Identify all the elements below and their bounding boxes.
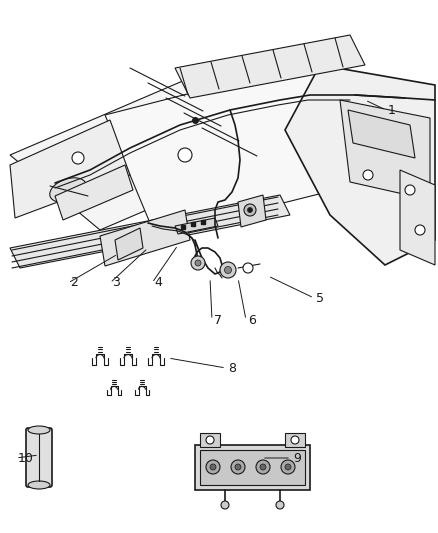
Circle shape: [285, 464, 291, 470]
Bar: [200, 450, 305, 485]
Circle shape: [405, 185, 415, 195]
Polygon shape: [10, 65, 310, 230]
Polygon shape: [100, 210, 190, 266]
Circle shape: [243, 263, 253, 273]
Circle shape: [178, 148, 192, 162]
Polygon shape: [285, 65, 435, 265]
FancyBboxPatch shape: [26, 428, 52, 487]
Circle shape: [206, 436, 214, 444]
Circle shape: [225, 266, 232, 273]
Ellipse shape: [28, 481, 50, 489]
Polygon shape: [10, 120, 130, 218]
Text: 7: 7: [214, 313, 222, 327]
Bar: [195, 445, 310, 490]
Polygon shape: [55, 165, 133, 220]
Text: 10: 10: [18, 451, 34, 464]
Polygon shape: [10, 30, 430, 270]
Polygon shape: [340, 100, 430, 200]
Text: 5: 5: [316, 292, 324, 304]
Polygon shape: [348, 110, 415, 158]
Text: 1: 1: [388, 103, 396, 117]
Circle shape: [291, 436, 299, 444]
Circle shape: [235, 464, 241, 470]
Text: 2: 2: [70, 277, 78, 289]
Circle shape: [260, 464, 266, 470]
Text: 3: 3: [112, 277, 120, 289]
Bar: [200, 433, 220, 447]
Text: 9: 9: [293, 451, 301, 464]
Circle shape: [206, 460, 220, 474]
Text: 6: 6: [248, 313, 256, 327]
Circle shape: [72, 152, 84, 164]
Circle shape: [247, 207, 252, 213]
Circle shape: [221, 501, 229, 509]
Circle shape: [191, 256, 205, 270]
Circle shape: [231, 460, 245, 474]
Polygon shape: [10, 195, 290, 268]
Text: 8: 8: [228, 361, 236, 375]
Polygon shape: [175, 218, 218, 234]
Circle shape: [281, 460, 295, 474]
Circle shape: [195, 260, 201, 266]
Text: 4: 4: [154, 277, 162, 289]
Circle shape: [363, 170, 373, 180]
Bar: [285, 433, 305, 447]
Circle shape: [220, 262, 236, 278]
Circle shape: [210, 464, 216, 470]
Polygon shape: [238, 195, 266, 227]
Ellipse shape: [50, 178, 86, 202]
Polygon shape: [105, 55, 395, 235]
Polygon shape: [115, 228, 143, 260]
Polygon shape: [400, 170, 435, 265]
Circle shape: [415, 225, 425, 235]
Circle shape: [276, 501, 284, 509]
Circle shape: [256, 460, 270, 474]
Polygon shape: [175, 35, 365, 98]
Ellipse shape: [28, 426, 50, 434]
Circle shape: [244, 204, 256, 216]
